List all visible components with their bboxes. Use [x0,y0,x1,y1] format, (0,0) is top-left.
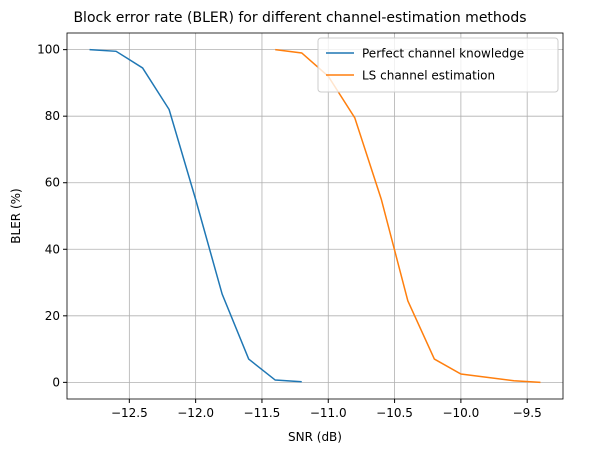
y-tick-label: 0 [52,375,60,389]
y-tick-label: 20 [45,309,60,323]
y-tick-label: 100 [37,43,60,57]
x-tick-label: −12.5 [111,406,148,420]
x-tick-label: −10.5 [376,406,413,420]
y-tick-label: 60 [45,176,60,190]
x-tick-label: −11.5 [244,406,281,420]
x-tick-label: −10.0 [442,406,479,420]
x-axis-label: SNR (dB) [288,430,342,444]
x-tick-label: −12.0 [177,406,214,420]
chart-title: Block error rate (BLER) for different ch… [73,10,526,26]
y-axis-label: BLER (%) [9,188,23,243]
x-tick-label: −11.0 [310,406,347,420]
legend-label: Perfect channel knowledge [362,47,524,61]
plot-frame [66,32,564,400]
data-line [275,48,541,384]
legend-label: LS channel estimation [362,69,495,83]
y-tick-label: 40 [45,242,60,256]
y-tick-label: 80 [45,109,60,123]
data-line [89,48,302,383]
x-tick-label: −9.5 [513,406,542,420]
legend-box [317,37,559,93]
